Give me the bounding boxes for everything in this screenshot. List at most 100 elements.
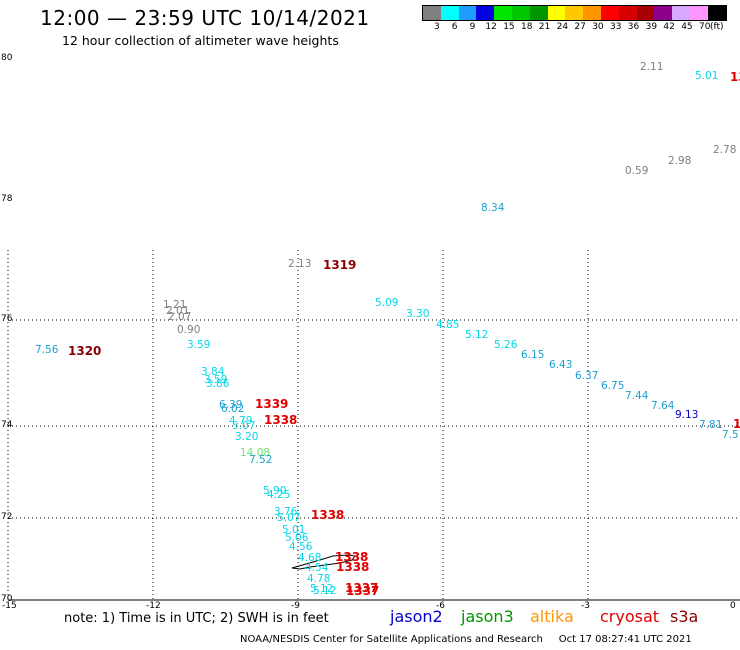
- pass-number: 1338: [264, 413, 298, 427]
- lat-label: 78: [1, 194, 13, 204]
- wave-height-value: 3.86: [206, 378, 230, 390]
- color-scale-label: 6: [451, 22, 458, 32]
- color-scale-unit: (ft): [710, 22, 724, 32]
- lon-label: -9: [291, 601, 300, 611]
- wave-height-value: 4.54: [305, 562, 329, 574]
- wave-height-value: 2.07: [168, 311, 192, 323]
- wave-height-value: 6.02: [221, 403, 245, 415]
- wave-height-value: 9.13: [675, 409, 699, 421]
- color-scale-bar: [422, 5, 727, 21]
- color-scale-label: 30: [592, 22, 604, 32]
- lat-label: 80: [1, 53, 13, 63]
- wave-height-value: 7.44: [625, 390, 649, 402]
- wave-height-value: 5.12: [465, 329, 489, 341]
- legend-altika: altika: [530, 607, 574, 626]
- color-swatch: [654, 6, 673, 20]
- pass-number: 1339: [255, 397, 289, 411]
- pass-number: 1: [733, 417, 740, 431]
- wave-height-value: 7.81: [699, 419, 723, 431]
- color-swatch: [423, 6, 441, 20]
- wave-height-value: 3.84: [201, 366, 225, 378]
- color-swatch: [689, 6, 708, 20]
- color-swatch: [476, 6, 495, 20]
- wave-height-value: 4.78: [307, 573, 331, 585]
- wave-height-value: 7.64: [651, 400, 675, 412]
- color-scale-label: 12: [485, 22, 497, 32]
- color-swatch: [618, 6, 637, 20]
- color-swatch: [565, 6, 584, 20]
- legend-s3a: s3a: [670, 607, 699, 626]
- color-scale-label: 45: [681, 22, 693, 32]
- wave-height-value: 7.52: [249, 454, 273, 466]
- wave-height-value: 5.12: [310, 583, 334, 595]
- wave-height-value: 14.08: [240, 447, 271, 459]
- wave-height-value: 3.76: [274, 506, 298, 518]
- wave-height-value: 4.25: [267, 489, 291, 501]
- wave-height-value: 5.90: [263, 485, 287, 497]
- color-swatch: [529, 6, 548, 20]
- color-scale-label: 36: [627, 22, 640, 32]
- lon-label: -6: [436, 601, 445, 611]
- wave-height-value: 1.21: [163, 299, 187, 311]
- color-scale-label: 9: [469, 22, 476, 32]
- color-scale-label: 3: [434, 22, 440, 32]
- wave-height-value: 5.12: [313, 585, 337, 597]
- pass-number: 1320: [68, 344, 102, 358]
- color-swatch: [458, 6, 477, 20]
- wave-height-value: 7.56: [35, 344, 59, 356]
- wave-height-value: 8.34: [481, 202, 505, 214]
- pass-number: 1337: [345, 581, 379, 595]
- wave-height-value: 5.09: [375, 297, 399, 309]
- wave-height-value: 5.01: [282, 524, 306, 536]
- legend-cryosat: cryosat: [600, 607, 660, 626]
- legend-jason3: jason3: [461, 607, 514, 626]
- wave-height-value: 6.75: [601, 380, 625, 392]
- pass-number: 1319: [323, 258, 357, 272]
- wave-height-value: 4.68: [298, 552, 322, 564]
- lon-label: -12: [146, 601, 161, 611]
- wave-height-value: 2.01: [166, 305, 190, 317]
- wave-height-value: 3.59: [204, 374, 228, 386]
- wave-height-value: 5.01: [695, 70, 719, 82]
- map-subtitle: 12 hour collection of altimeter wave hei…: [62, 33, 339, 48]
- wave-height-value: 2.11: [640, 61, 664, 73]
- color-scale-label: 21: [538, 22, 551, 32]
- color-swatch: [672, 6, 690, 20]
- wave-height-value: 3.30: [406, 308, 430, 320]
- lat-label: 70: [1, 594, 13, 604]
- lon-label: -15: [2, 601, 17, 611]
- map-note: note: 1) Time is in UTC; 2) SWH is in fe…: [64, 611, 329, 626]
- color-swatch: [547, 6, 566, 20]
- footer-credit: NOAA/NESDIS Center for Satellite Applica…: [240, 634, 692, 645]
- lat-label: 74: [1, 420, 13, 430]
- wave-height-value: 6.39: [219, 399, 243, 411]
- legend-jason2: jason2: [390, 607, 443, 626]
- color-swatch: [636, 6, 655, 20]
- pass-number: 1338: [336, 560, 370, 574]
- color-swatch: [494, 6, 512, 20]
- color-scale-label: 33: [610, 22, 622, 32]
- color-swatch: [440, 6, 459, 20]
- wave-height-value: 3.59: [187, 339, 211, 351]
- map-title: 12:00 — 23:59 UTC 10/14/2021: [40, 6, 370, 30]
- wave-height-value: 5.26: [494, 339, 518, 351]
- wave-height-value: 6.43: [549, 359, 573, 371]
- lon-label: 0: [730, 601, 736, 611]
- lon-label: -3: [581, 601, 590, 611]
- color-swatch: [511, 6, 530, 20]
- footer-org: NOAA/NESDIS Center for Satellite Applica…: [240, 634, 543, 645]
- color-swatch: [583, 6, 601, 20]
- wave-height-value: 5.07: [232, 420, 256, 432]
- color-swatch: [707, 6, 726, 20]
- wave-height-value: 4.79: [229, 415, 253, 427]
- color-scale-label: 24: [556, 22, 569, 32]
- wave-height-value: 7.5: [722, 429, 739, 441]
- pass-number: 1338: [335, 550, 369, 564]
- color-scale-label: 27: [574, 22, 586, 32]
- wave-height-value: 6.37: [575, 370, 599, 382]
- lat-label: 76: [1, 314, 13, 324]
- wave-height-value: 6.15: [521, 349, 545, 361]
- pass-number: 1338: [311, 508, 345, 522]
- color-scale-label: 70: [699, 22, 711, 32]
